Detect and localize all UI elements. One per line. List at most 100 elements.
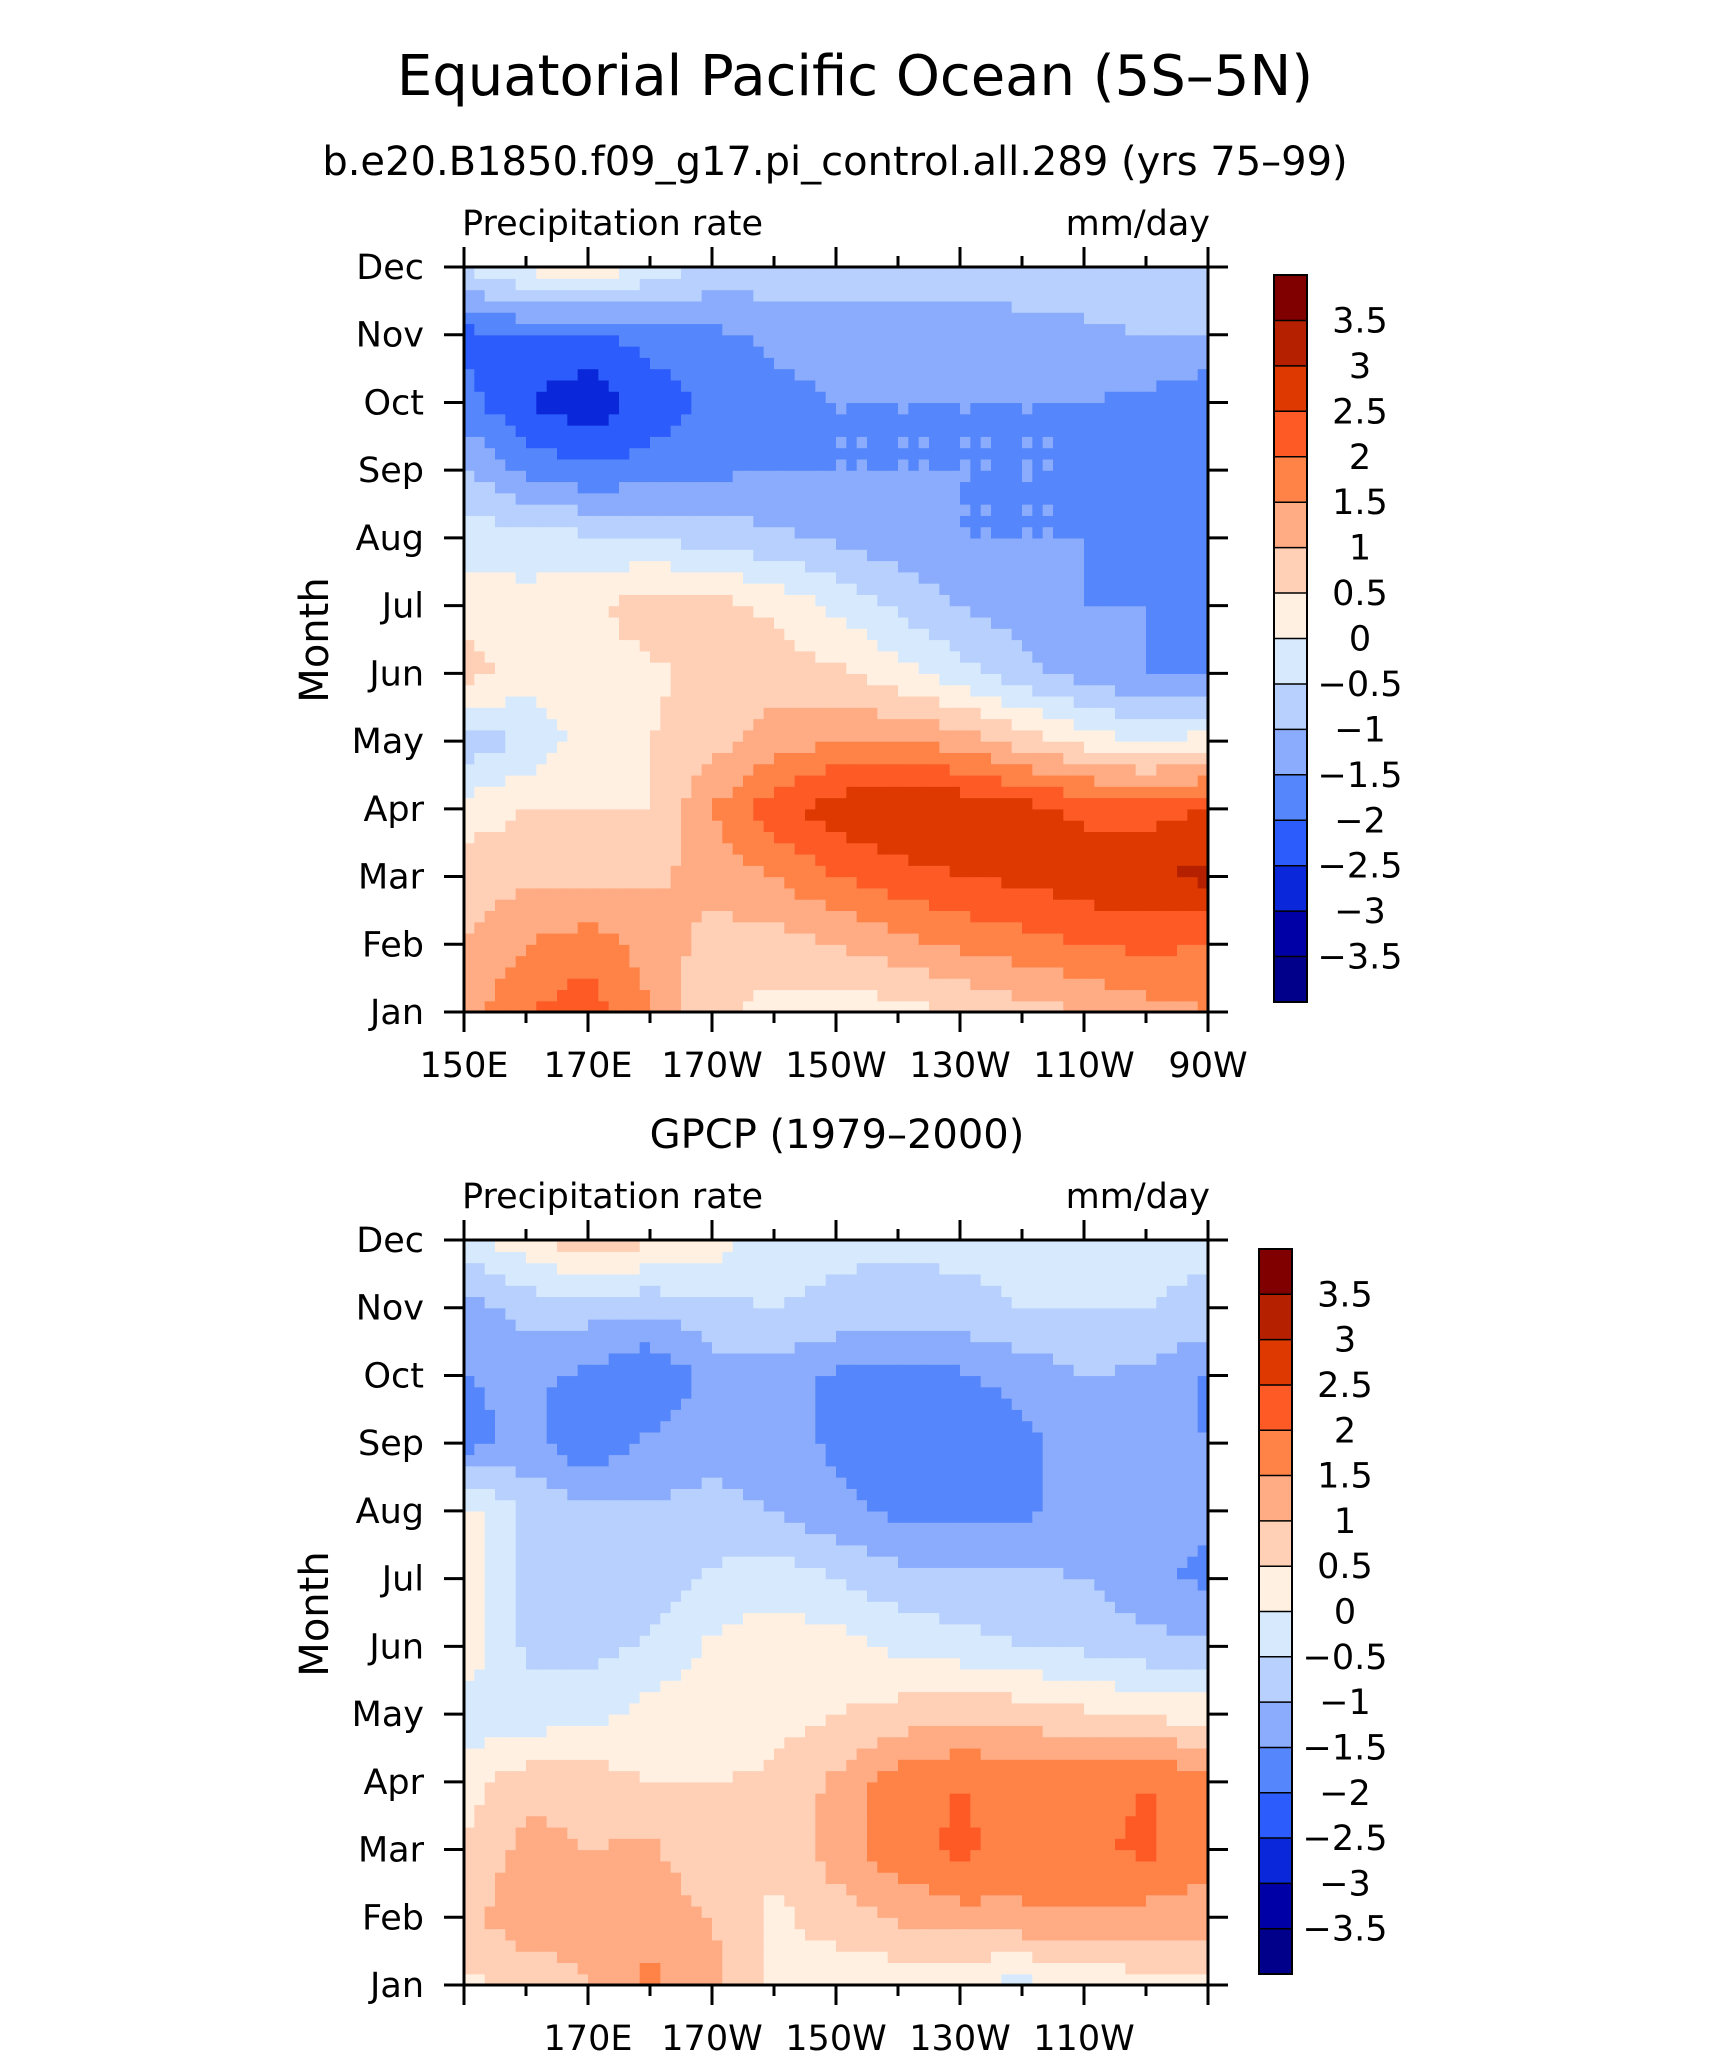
contour-cell	[732, 526, 744, 539]
contour-cell	[815, 289, 827, 302]
contour-cell	[867, 346, 878, 358]
contour-cell	[825, 628, 837, 641]
contour-cell	[887, 955, 899, 968]
contour-cell	[1032, 470, 1044, 483]
contour-cell	[1177, 1000, 1188, 1013]
contour-cell	[825, 786, 837, 799]
contour-cell	[1084, 368, 1095, 381]
contour-cell	[484, 752, 496, 765]
contour-cell	[1032, 537, 1044, 550]
contour-cell	[639, 583, 651, 595]
contour-cell	[1011, 729, 1023, 742]
contour-cell	[722, 763, 734, 776]
contour-cell	[474, 346, 486, 358]
contour-cell	[1053, 492, 1064, 505]
contour-cell	[939, 289, 951, 302]
contour-cell	[794, 402, 806, 415]
contour-cell	[991, 944, 1002, 957]
contour-cell	[980, 278, 992, 291]
contour-cell	[960, 842, 971, 855]
contour-cell	[1022, 346, 1033, 358]
contour-cell	[991, 481, 1002, 494]
contour-cell	[474, 379, 486, 392]
contour-cell	[515, 346, 527, 358]
x-tick-label: 170E	[544, 1046, 633, 1086]
contour-cell	[608, 425, 620, 437]
contour-cell	[691, 865, 703, 878]
contour-cell	[794, 447, 806, 460]
contour-cell	[908, 831, 920, 844]
contour-cell	[732, 865, 744, 878]
contour-cell	[1084, 932, 1095, 945]
contour-cell	[598, 808, 610, 821]
contour-cell	[1177, 560, 1188, 573]
contour-cell	[908, 718, 920, 731]
contour-cell	[970, 537, 982, 550]
contour-cell	[660, 741, 672, 753]
contour-cell	[670, 323, 682, 336]
contour-cell	[495, 786, 506, 799]
contour-cell	[691, 278, 703, 291]
contour-cell	[1073, 368, 1085, 381]
panel-1: b.e20.B1850.f09_g17.pi_control.all.289 (…	[292, 139, 1348, 1086]
contour-cell	[619, 831, 630, 844]
contour-cell	[1177, 752, 1188, 765]
contour-cell	[608, 605, 620, 618]
contour-cell	[1146, 323, 1157, 336]
contour-cell	[464, 413, 475, 426]
contour-cell	[681, 639, 692, 652]
contour-cell	[1073, 741, 1085, 753]
contour-cell	[464, 628, 475, 641]
contour-cell	[949, 955, 961, 968]
contour-cell	[1104, 346, 1116, 358]
contour-cell	[588, 278, 599, 291]
contour-cell	[701, 425, 713, 437]
contour-cell	[691, 639, 703, 652]
contour-cell	[515, 741, 527, 753]
contour-cell	[681, 1000, 692, 1013]
contour-cell	[784, 639, 796, 652]
contour-cell	[774, 425, 785, 437]
contour-cell	[867, 966, 878, 979]
contour-cell	[536, 797, 548, 810]
contour-cell	[691, 729, 703, 742]
contour-cell	[1063, 763, 1075, 776]
contour-cell	[1104, 729, 1116, 742]
contour-cell	[474, 560, 486, 573]
contour-cell	[474, 300, 486, 313]
contour-cell	[474, 921, 486, 934]
contour-cell	[557, 820, 568, 832]
contour-cell	[629, 492, 641, 505]
contour-cell	[588, 357, 599, 370]
contour-cell	[495, 346, 506, 358]
contour-cell	[650, 605, 661, 618]
contour-cell	[1032, 741, 1044, 753]
contour-cell	[588, 639, 599, 652]
contour-cell	[619, 425, 630, 437]
contour-cell	[1073, 966, 1085, 979]
contour-cell	[991, 583, 1002, 595]
contour-cell	[681, 1951, 692, 1964]
contour-cell	[1135, 921, 1147, 934]
contour-cell	[1115, 910, 1126, 923]
contour-cell	[629, 1917, 641, 1930]
contour-cell	[650, 267, 661, 279]
contour-cell	[732, 989, 744, 1002]
contour-cell	[1166, 605, 1178, 618]
contour-cell	[1001, 300, 1013, 313]
contour-cell	[1084, 447, 1095, 460]
contour-cell	[825, 752, 837, 765]
contour-cell	[898, 650, 909, 663]
contour-cell	[1032, 853, 1044, 866]
contour-cell	[856, 899, 868, 912]
contour-cell	[1156, 458, 1168, 471]
contour-cell	[846, 571, 858, 584]
contour-cell	[867, 436, 878, 449]
contour-cell	[815, 729, 827, 742]
contour-cell	[681, 425, 692, 437]
contour-cell	[701, 842, 713, 855]
contour-cell	[1125, 537, 1137, 550]
contour-cell	[546, 379, 558, 392]
contour-cell	[484, 978, 496, 991]
contour-cell	[608, 989, 620, 1002]
